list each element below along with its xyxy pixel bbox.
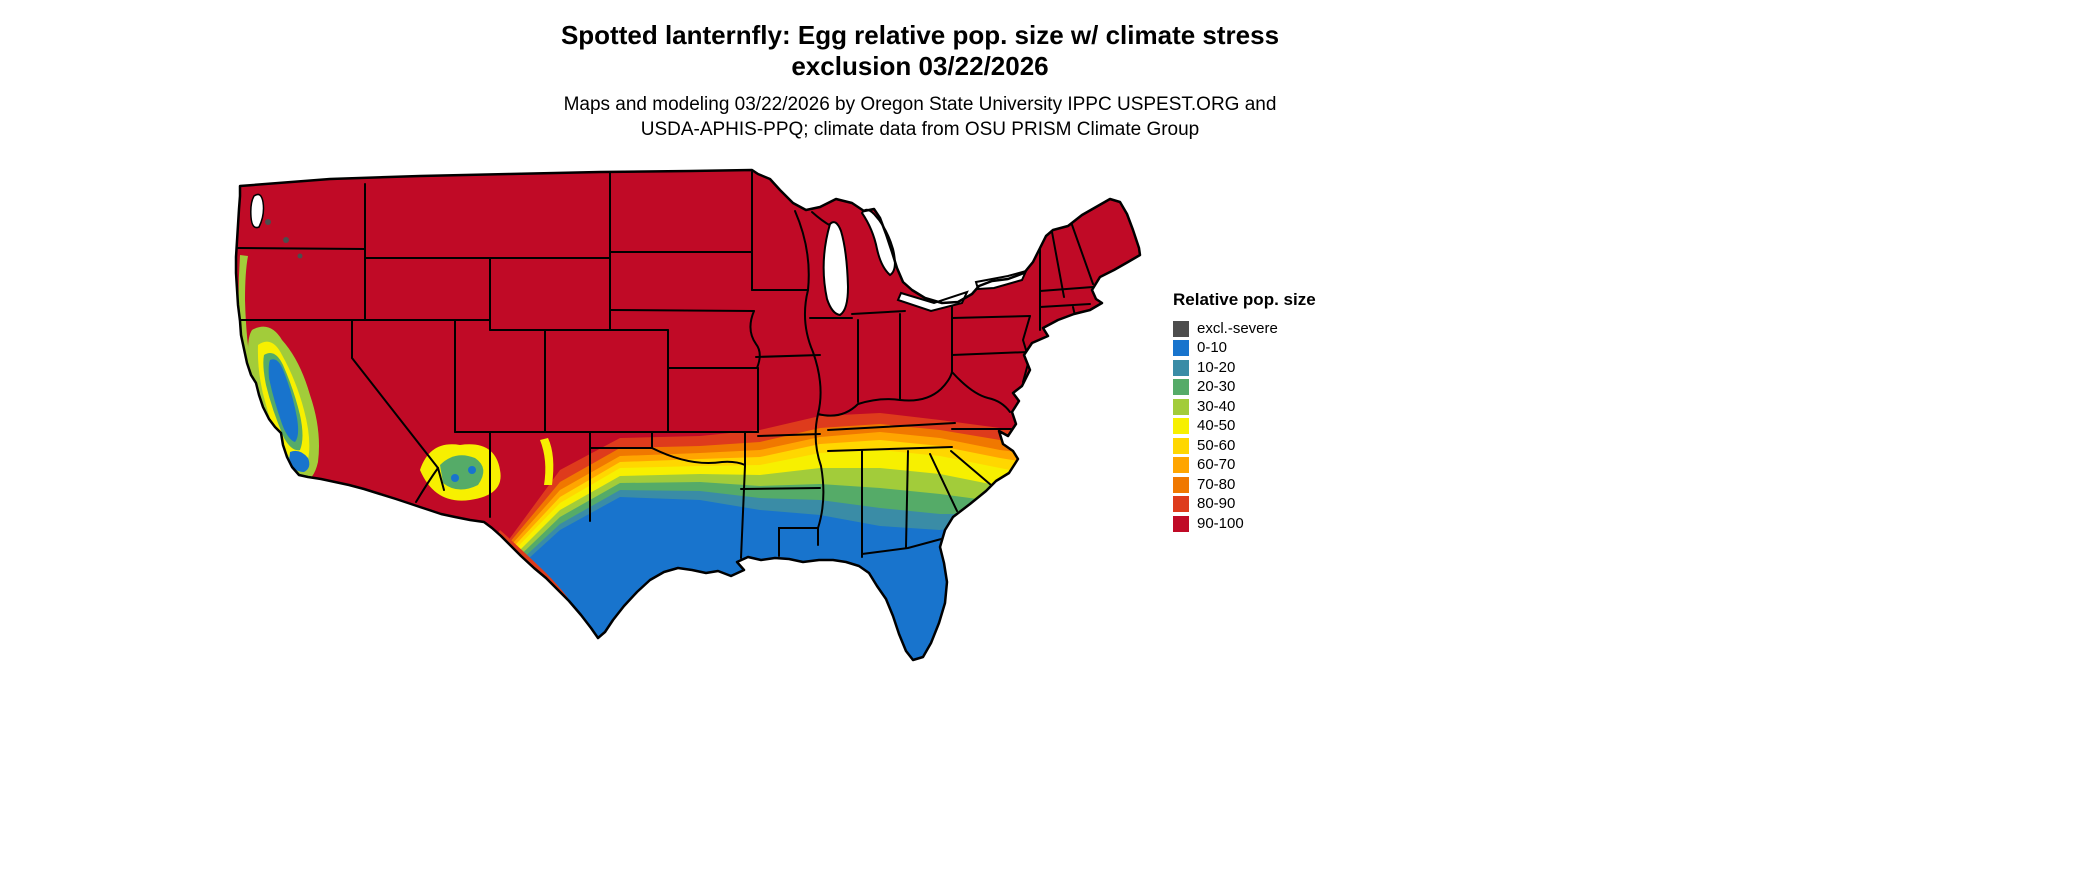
lake-huron <box>860 208 896 277</box>
legend-swatch-excl-severe <box>1173 320 1189 337</box>
legend-row-30-40: 30-40 <box>1173 397 1393 417</box>
legend-swatch-0-10 <box>1173 340 1189 357</box>
legend-label: excl.-severe <box>1197 319 1278 337</box>
legend-label: 30-40 <box>1197 397 1236 415</box>
subtitle-line-1: Maps and modeling 03/22/2026 by Oregon S… <box>563 94 1277 115</box>
legend: Relative pop. size excl.-severe 0-10 10-… <box>1173 290 1393 534</box>
legend-label: 90-100 <box>1197 514 1244 532</box>
california-central-valley-blue <box>268 359 299 442</box>
puget-sound <box>250 193 265 229</box>
legend-label: 50-60 <box>1197 436 1236 454</box>
legend-swatch-30-40 <box>1173 398 1189 415</box>
legend-label: 60-70 <box>1197 456 1236 474</box>
legend-swatch-40-50 <box>1173 418 1189 435</box>
legend-row-40-50: 40-50 <box>1173 417 1393 437</box>
legend-title: Relative pop. size <box>1173 290 1316 309</box>
legend-label: 0-10 <box>1197 339 1228 357</box>
page-subtitle: Maps and modeling 03/22/2026 by Oregon S… <box>300 92 1540 142</box>
new-mexico-valley-yellow <box>540 438 554 485</box>
lake-michigan <box>822 221 850 317</box>
legend-swatch-50-60 <box>1173 437 1189 454</box>
title-line-2: exclusion 03/22/2026 <box>791 51 1049 81</box>
legend-row-70-80: 70-80 <box>1173 475 1393 495</box>
legend-row-80-90: 80-90 <box>1173 495 1393 515</box>
legend-swatch-60-70 <box>1173 457 1189 474</box>
legend-label: 10-20 <box>1197 358 1236 376</box>
legend-row-0-10: 0-10 <box>1173 339 1393 359</box>
legend-row-50-60: 50-60 <box>1173 436 1393 456</box>
arizona-blue-speck-1 <box>451 474 459 482</box>
legend-row-60-70: 60-70 <box>1173 456 1393 476</box>
legend-swatch-70-80 <box>1173 476 1189 493</box>
legend-row-excl-severe: excl.-severe <box>1173 319 1393 339</box>
legend-label: 20-30 <box>1197 378 1236 396</box>
band-0-10 <box>505 497 1140 660</box>
legend-swatch-80-90 <box>1173 496 1189 513</box>
excl-severe-speck-3 <box>297 253 303 259</box>
excl-severe-speck-1 <box>265 219 271 225</box>
page-title: Spotted lanternfly: Egg relative pop. si… <box>300 20 1540 82</box>
legend-label: 80-90 <box>1197 495 1236 513</box>
legend-row-90-100: 90-100 <box>1173 514 1393 534</box>
legend-label: 40-50 <box>1197 417 1236 435</box>
subtitle-line-2: USDA-APHIS-PPQ; climate data from OSU PR… <box>640 119 1200 140</box>
state-borders <box>237 171 1094 559</box>
legend-swatch-10-20 <box>1173 359 1189 376</box>
arizona-blue-speck-2 <box>468 466 476 474</box>
excl-severe-speck-2 <box>283 237 289 243</box>
legend-swatch-20-30 <box>1173 379 1189 396</box>
usa-outline <box>234 168 1142 662</box>
legend-swatch-90-100 <box>1173 515 1189 532</box>
legend-label: 70-80 <box>1197 475 1236 493</box>
arizona-green-zone <box>440 455 484 490</box>
title-line-1: Spotted lanternfly: Egg relative pop. si… <box>560 20 1280 50</box>
california-south-coast-blue <box>289 450 310 472</box>
legend-row-20-30: 20-30 <box>1173 378 1393 398</box>
legend-row-10-20: 10-20 <box>1173 358 1393 378</box>
